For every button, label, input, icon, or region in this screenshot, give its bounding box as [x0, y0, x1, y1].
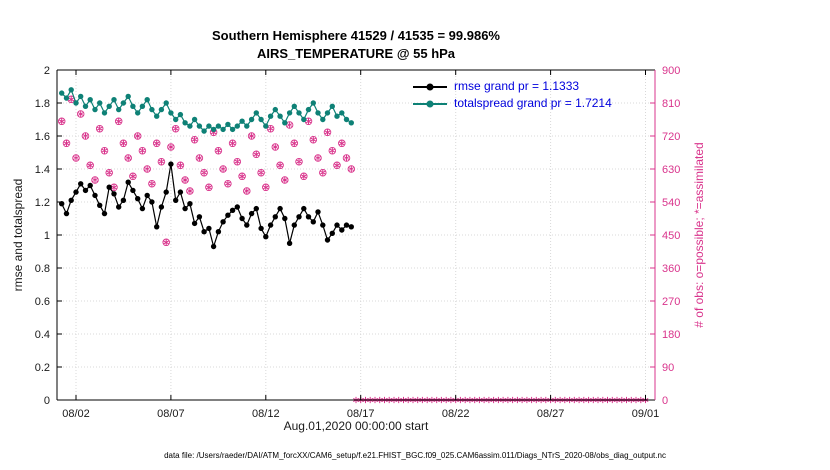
- svg-text:90: 90: [662, 362, 674, 374]
- svg-text:0: 0: [662, 395, 668, 407]
- y-axis-label-left: rmse and totalspread: [11, 178, 25, 292]
- totalspread-line-marker-icon: [413, 100, 447, 107]
- obs-count-markers: [57, 95, 649, 404]
- rmse-series: [59, 161, 354, 250]
- svg-text:0: 0: [44, 395, 50, 407]
- svg-text:1.4: 1.4: [35, 164, 50, 176]
- x-axis-label: Aug.01,2020 00:00:00 start: [283, 419, 429, 433]
- legend-label-totalspread: totalspread grand pr = 1.7214: [454, 96, 612, 110]
- chart-subtitle: AIRS_TEMPERATURE @ 55 hPa: [256, 46, 456, 61]
- svg-text:08/22: 08/22: [442, 408, 470, 420]
- legend-item-totalspread: totalspread grand pr = 1.7214: [413, 95, 612, 112]
- svg-text:1.2: 1.2: [35, 197, 50, 209]
- svg-text:09/01: 09/01: [632, 408, 660, 420]
- svg-text:08/07: 08/07: [157, 408, 185, 420]
- data-file-caption: data file: /Users/raeder/DAI/ATM_forcXX/…: [164, 451, 666, 460]
- svg-text:720: 720: [662, 131, 680, 143]
- svg-text:360: 360: [662, 263, 680, 275]
- legend-item-rmse: rmse grand pr = 1.1333: [413, 78, 612, 95]
- svg-text:0.4: 0.4: [35, 329, 50, 341]
- svg-text:1.8: 1.8: [35, 98, 50, 110]
- svg-text:1: 1: [44, 230, 50, 242]
- svg-text:540: 540: [662, 197, 680, 209]
- y-axis-label-right: # of obs: o=possible; *=assimilated: [692, 142, 706, 328]
- svg-text:270: 270: [662, 296, 680, 308]
- svg-text:0.6: 0.6: [35, 296, 50, 308]
- axis-ticks: 0 0.2 0.4 0.6 0.8 1 1.2 1.4 1.6 1.8 2 0 90 180 270 360 4…: [35, 65, 681, 420]
- totalspread-series: [59, 87, 354, 134]
- rmse-line-marker-icon: [413, 83, 447, 90]
- svg-text:08/17: 08/17: [347, 408, 375, 420]
- svg-text:900: 900: [662, 65, 680, 77]
- legend-label-rmse: rmse grand pr = 1.1333: [454, 79, 580, 93]
- axes-box: [56, 69, 656, 401]
- svg-text:1.6: 1.6: [35, 131, 50, 143]
- svg-text:08/12: 08/12: [252, 408, 280, 420]
- svg-text:630: 630: [662, 164, 680, 176]
- svg-text:180: 180: [662, 329, 680, 341]
- svg-text:0.8: 0.8: [35, 263, 50, 275]
- svg-text:450: 450: [662, 230, 680, 242]
- svg-text:2: 2: [44, 65, 50, 77]
- svg-text:810: 810: [662, 98, 680, 110]
- svg-text:0.2: 0.2: [35, 362, 50, 374]
- chart-title: Southern Hemisphere 41529 / 41535 = 99.9…: [212, 28, 500, 43]
- svg-text:08/02: 08/02: [62, 408, 90, 420]
- legend: rmse grand pr = 1.1333 totalspread grand…: [413, 78, 612, 112]
- svg-text:08/27: 08/27: [537, 408, 565, 420]
